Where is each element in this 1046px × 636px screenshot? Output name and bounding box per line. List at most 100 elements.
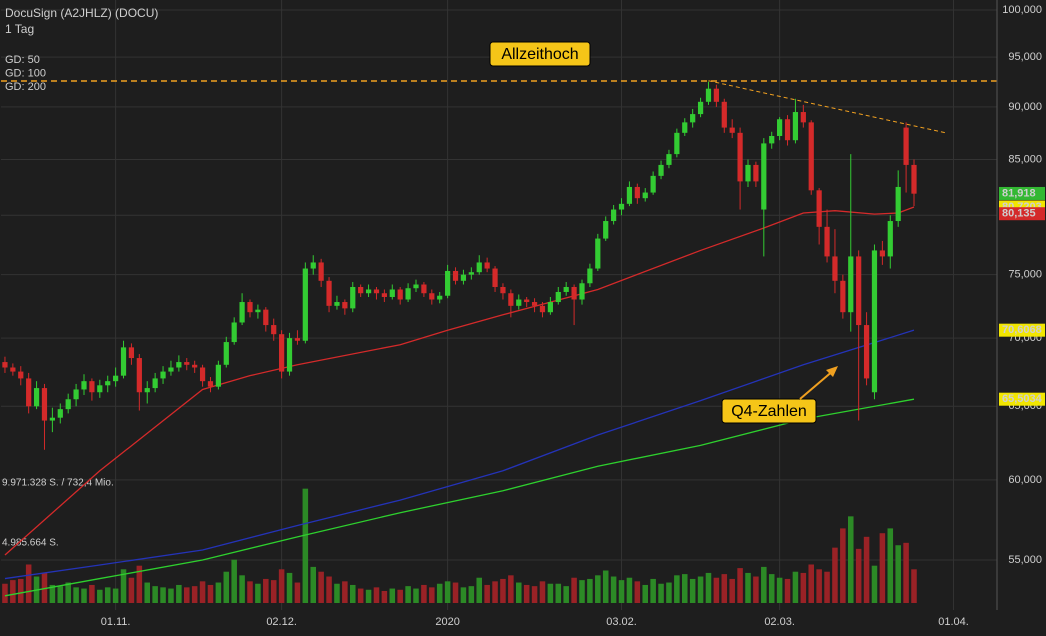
volume-bar [57,586,64,603]
candle-body [152,378,158,389]
volume-bar [49,584,56,603]
candle-body [239,302,245,323]
volume-bar [191,586,198,603]
chart-subtitle: 1 Tag [5,22,34,36]
volume-bar [310,566,317,603]
candle-body [840,280,846,313]
candle-body [871,250,878,393]
volume-bar [65,582,71,603]
y-tick-label: 60,000 [1008,474,1042,486]
volume-bar [128,577,135,603]
candle-body [579,283,585,300]
volume-bar [863,536,870,603]
candle-body [65,399,71,410]
volume-bar [721,574,728,603]
volume-bar [824,571,830,603]
volume-bar [571,577,577,603]
candle-body [784,119,791,141]
volume-bar [666,582,672,603]
candle-body [89,381,95,393]
price-label-box [999,392,1045,406]
volume-bar [41,572,48,603]
volume-bar [215,582,222,603]
candle-body [397,289,403,300]
price-label-box [999,323,1045,337]
candle-body [381,293,387,297]
volume-bar [17,578,24,603]
x-tick-label: 02.03. [764,616,795,628]
volume-bar [508,575,514,603]
candle-body [176,362,182,368]
candle-body [563,286,569,292]
legend-entry: GD: 100 [5,67,46,79]
volume-bar [650,578,656,603]
volume-bar [176,584,182,603]
candle-body [903,127,909,165]
volume-bar [563,586,569,603]
volume-bar [737,568,743,603]
volume-bar [389,588,396,603]
y-tick-label: 90,000 [1008,101,1042,113]
x-tick-label: 01.11. [101,616,131,628]
candle-body [460,274,467,281]
y-tick-label: 95,000 [1008,51,1042,63]
candle-body [2,362,8,368]
candle-body [373,289,380,294]
candle-body [199,367,206,382]
volume-bar [634,581,641,603]
volume-bar [342,581,348,603]
annotation: Q4-Zahlen [731,403,807,420]
candle-body [81,381,87,390]
candle-body [302,268,308,341]
candle-body [128,347,135,359]
volume-bar [104,587,111,603]
volume-bar [318,571,324,603]
candle-body [887,221,893,257]
volume-bar [231,559,237,603]
volume-bar [792,571,799,603]
volume-bar [357,588,364,603]
candle-body [413,284,419,289]
volume-bar [152,586,158,603]
volume-bar [89,584,95,603]
volume-bar [326,576,332,603]
volume-bar [808,564,815,603]
candle-body [737,132,743,182]
candle-body [294,338,301,341]
volume-bar [500,578,506,603]
candle-body [263,309,269,326]
volume-bar [10,580,16,603]
candle-body [492,268,498,287]
candle-body [168,367,174,372]
candle-body [808,122,814,191]
volume-bar [239,575,245,603]
candle-body [113,375,119,382]
volume-bar [705,572,712,603]
price-label-box [999,186,1045,200]
candle-body [571,286,577,300]
candle-body [105,381,111,386]
volume-bar [626,577,633,603]
y-tick-label: 55,000 [1008,554,1042,566]
volume-bar [610,576,617,603]
volume-bar [847,516,854,603]
volume-bar [784,578,791,603]
candle-body [848,256,854,313]
volume-bar [768,574,775,603]
candle-body [895,186,901,222]
overlay-layer: 55,00060,00065,00070,00075,00080,00085,0… [5,4,1045,628]
candle-body [334,302,340,306]
candle-body [658,164,664,176]
candle-body [476,262,482,273]
moving-average-line [4,329,915,580]
candle-body [547,302,553,313]
candle-body [144,388,150,393]
candle-body [769,135,775,144]
candle-body [508,293,514,306]
volume-bar [840,528,846,603]
candle-body [57,409,63,418]
candle-body [666,154,672,165]
volume-bar [397,589,403,603]
volume-bar [405,586,411,603]
